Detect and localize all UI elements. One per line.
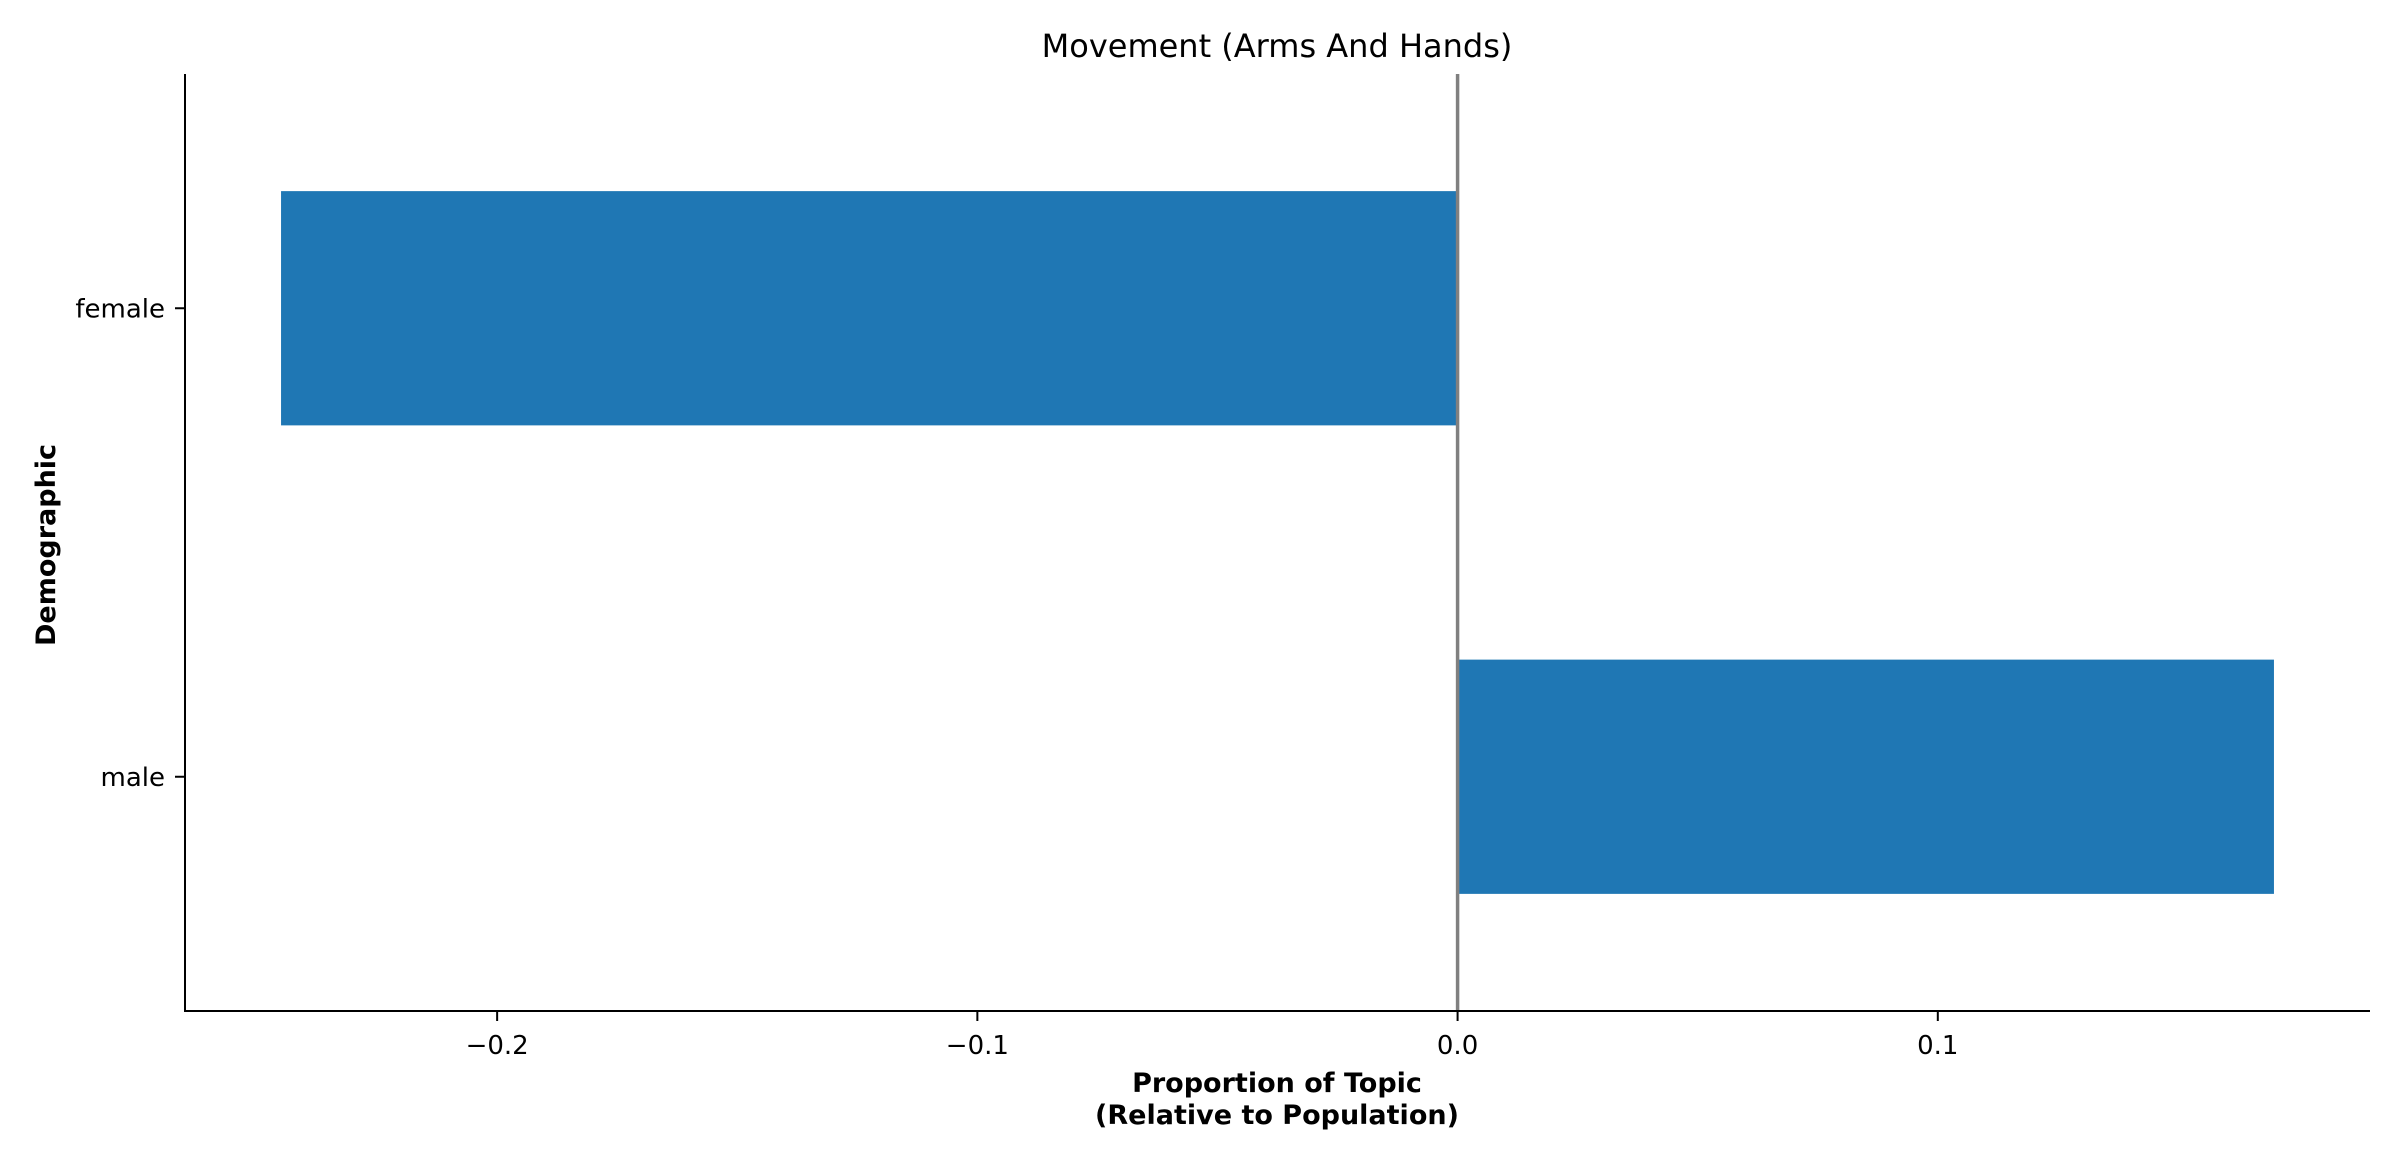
x-axis-label-line-1: Proportion of Topic [1132,1068,1422,1099]
chart-title: Movement (Arms And Hands) [1042,27,1513,65]
x-tick-label-0: −0.2 [466,1031,529,1061]
x-tick-label-2: 0.0 [1437,1031,1478,1061]
bars-group [281,191,2274,894]
y-axis-ticks: female male [75,294,185,793]
bar-male [1457,659,2274,894]
bar-female [281,191,1458,426]
x-tick-label-3: 0.1 [1917,1031,1958,1061]
x-tick-label-1: −0.1 [946,1031,1009,1061]
y-axis-label: Demographic [31,444,62,646]
y-tick-label-female: female [75,294,165,324]
y-tick-label-male: male [101,763,165,793]
x-axis-ticks: −0.2 −0.1 0.0 0.1 [466,1011,1958,1061]
x-axis-label-line-2: (Relative to Population) [1095,1100,1459,1131]
